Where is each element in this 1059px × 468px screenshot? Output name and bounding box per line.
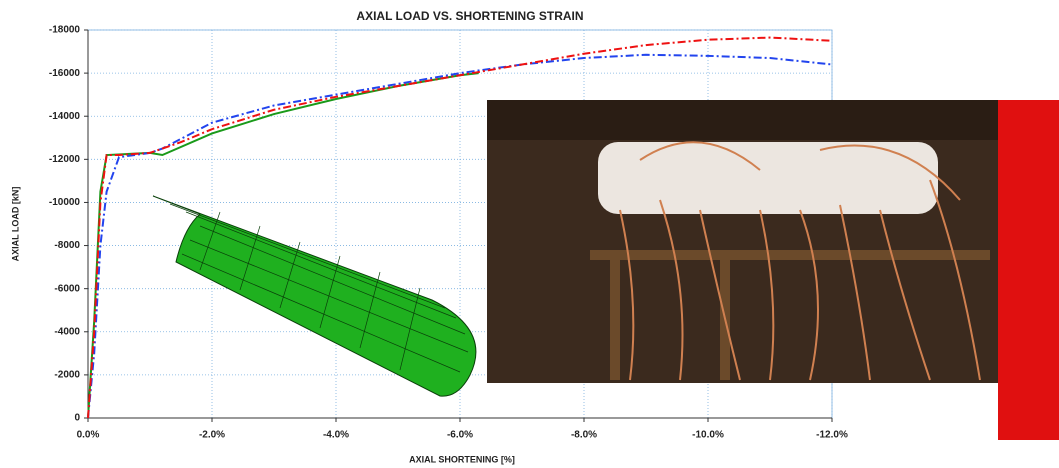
mesh-inset xyxy=(153,196,476,396)
specimen-cylinder xyxy=(598,142,938,214)
y-tick-label: -14000 xyxy=(49,111,81,122)
y-tick-label: -4000 xyxy=(54,326,80,337)
photo-wall xyxy=(487,100,1000,140)
mesh-shape xyxy=(153,196,476,396)
y-tick-label: -18000 xyxy=(49,25,81,36)
y-tick-label: -16000 xyxy=(49,68,81,79)
y-tick-label: -12000 xyxy=(49,154,81,165)
y-tick-label: -2000 xyxy=(54,370,80,381)
support-leg xyxy=(610,250,620,380)
x-tick-label: -2.0% xyxy=(199,430,225,441)
x-tick-label: -12.0% xyxy=(816,430,848,441)
y-tick-label: 0 xyxy=(74,413,80,424)
x-tick-label: -4.0% xyxy=(323,430,349,441)
photo-inset xyxy=(487,100,1059,440)
chart-title: AXIAL LOAD VS. SHORTENING STRAIN xyxy=(356,9,583,23)
x-tick-label: -10.0% xyxy=(692,430,724,441)
x-tick-label: -8.0% xyxy=(571,430,597,441)
y-tick-label: -8000 xyxy=(54,240,80,251)
red-fixture xyxy=(998,100,1059,440)
y-tick-label: -6000 xyxy=(54,283,80,294)
y-axis-label: AXIAL LOAD [kN] xyxy=(10,187,20,262)
chart: AXIAL LOAD VS. SHORTENING STRAIN AXIAL L… xyxy=(0,0,1059,468)
page: AXIAL LOAD VS. SHORTENING STRAIN AXIAL L… xyxy=(0,0,1059,468)
x-tick-label: -6.0% xyxy=(447,430,473,441)
x-axis-label: AXIAL SHORTENING [%] xyxy=(409,454,515,464)
x-tick-label: 0.0% xyxy=(77,430,100,441)
y-tick-label: -10000 xyxy=(49,197,81,208)
support-frame xyxy=(590,250,990,260)
